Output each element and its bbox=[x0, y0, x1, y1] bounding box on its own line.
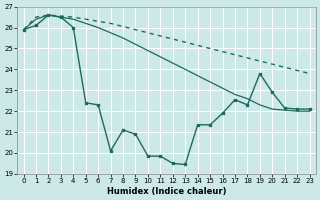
X-axis label: Humidex (Indice chaleur): Humidex (Indice chaleur) bbox=[107, 187, 226, 196]
